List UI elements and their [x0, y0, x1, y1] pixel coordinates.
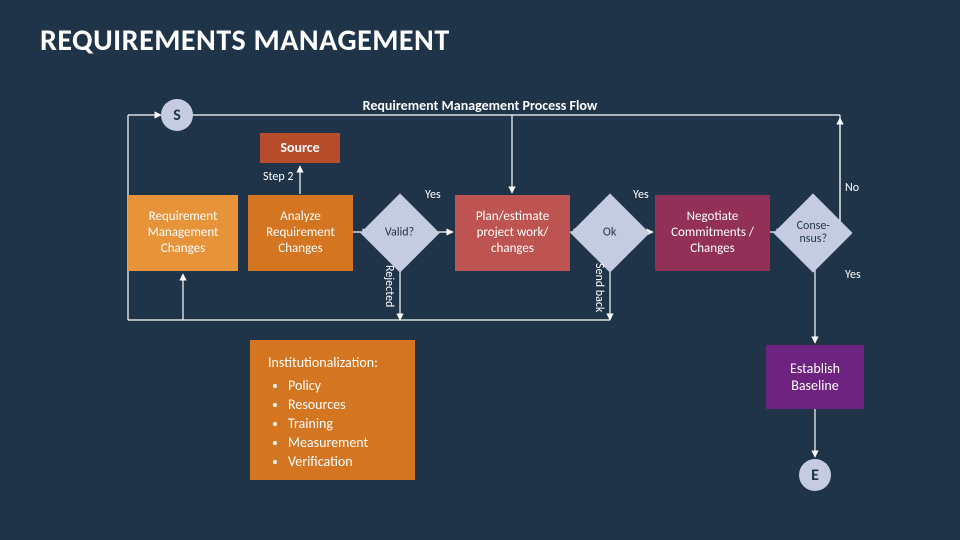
establish-label: Establish Baseline: [772, 360, 858, 395]
inst-item: Policy: [288, 377, 397, 394]
plan-box: Plan/estimate project work/ changes: [455, 195, 570, 271]
step2-label: Analyze Requirement Changes: [254, 209, 347, 258]
valid-label: Valid?: [385, 227, 414, 240]
page-title: REQUIREMENTS MANAGEMENT: [40, 22, 450, 59]
start-node: S: [161, 99, 193, 131]
rejected-label: Rejected: [382, 265, 396, 307]
institutionalization-box: Institutionalization: Policy Resources T…: [250, 340, 415, 480]
sendback-label: Send back: [592, 263, 606, 312]
inst-item: Resources: [288, 396, 397, 413]
ok-label: Ok: [603, 227, 616, 240]
consensus-diamond: Conse- nsus?: [773, 193, 852, 272]
inst-item: Training: [288, 415, 397, 432]
step1-box: Requirement Management Changes: [128, 195, 238, 271]
yes1-label: Yes: [425, 188, 441, 202]
end-node: E: [799, 459, 831, 491]
ok-diamond: Ok: [570, 193, 649, 272]
end-label: E: [811, 466, 819, 485]
page-subtitle: Requirement Management Process Flow: [330, 97, 630, 114]
inst-item: Measurement: [288, 434, 397, 451]
source-box: Source: [260, 133, 340, 163]
inst-list: Policy Resources Training Measurement Ve…: [288, 377, 397, 470]
step1-label: Requirement Management Changes: [134, 209, 232, 258]
source-label: Source: [280, 139, 319, 157]
negotiate-box: Negotiate Commitments / Changes: [655, 195, 770, 271]
establish-box: Establish Baseline: [766, 345, 864, 409]
negotiate-label: Negotiate Commitments / Changes: [661, 209, 764, 258]
valid-diamond: Valid?: [360, 193, 439, 272]
yes3-label: Yes: [845, 268, 861, 282]
start-label: S: [173, 106, 181, 125]
inst-item: Verification: [288, 453, 397, 470]
no-label: No: [845, 181, 859, 195]
plan-label: Plan/estimate project work/ changes: [461, 209, 564, 258]
step2-box: Analyze Requirement Changes: [248, 195, 353, 271]
consensus-label: Conse- nsus?: [785, 220, 841, 245]
yes2-label: Yes: [633, 188, 649, 202]
step2-small-label: Step 2: [263, 170, 293, 184]
inst-title: Institutionalization:: [268, 354, 397, 371]
